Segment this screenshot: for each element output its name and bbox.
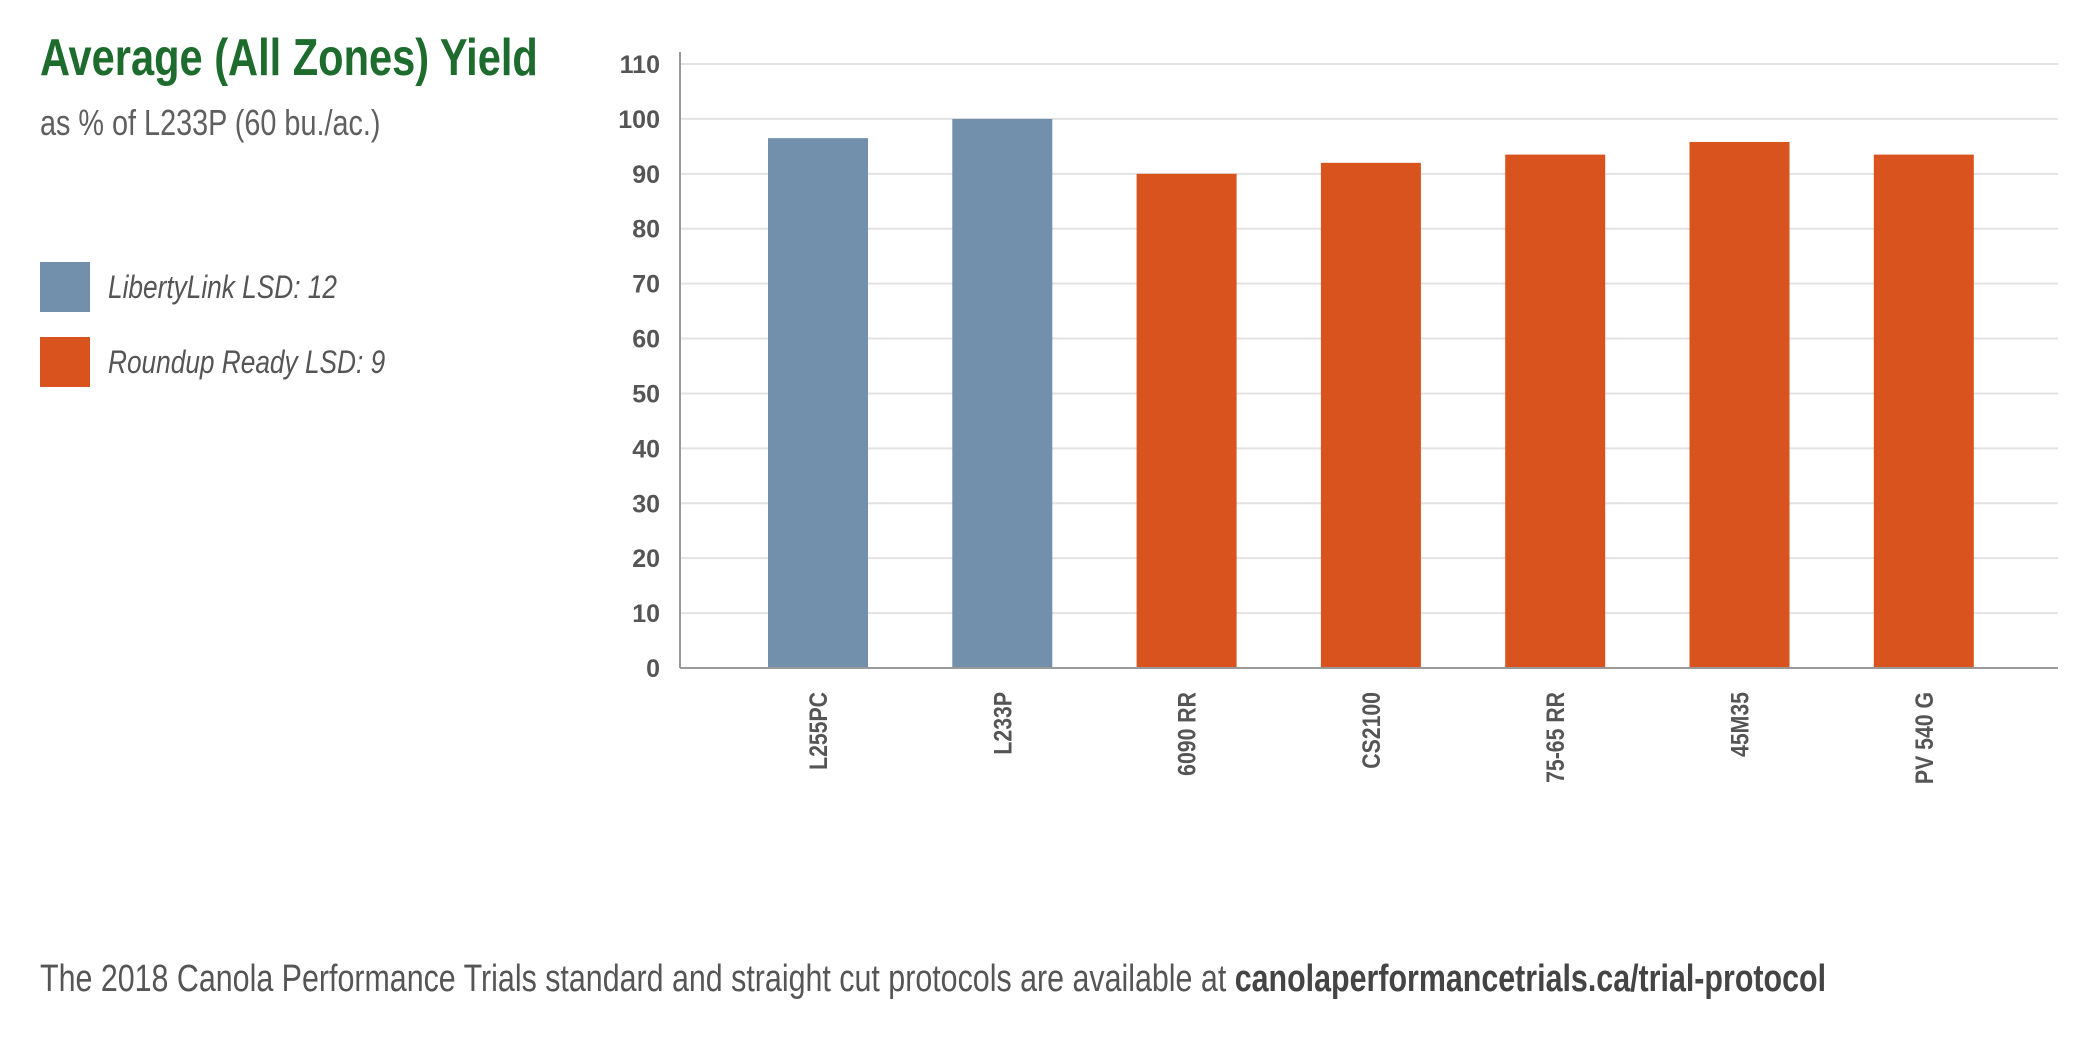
legend-swatch-libertylink — [40, 262, 90, 312]
y-tick-label: 20 — [632, 545, 660, 573]
bars — [768, 118, 1974, 669]
x-tick-label: 75-65 RR — [1542, 692, 1570, 783]
bar-6090-rr — [1136, 173, 1237, 668]
x-tick-label: CS2100 — [1357, 692, 1385, 769]
bar-75-65-rr — [1505, 154, 1606, 669]
y-tick-label: 90 — [632, 161, 660, 189]
bar-45m35 — [1689, 141, 1790, 669]
bar-l255pc — [768, 138, 868, 669]
y-tick-label: 80 — [632, 216, 660, 244]
y-tick-label: 60 — [632, 326, 660, 354]
y-tick-label: 30 — [632, 490, 660, 518]
legend-item-roundup-ready: Roundup Ready LSD: 9 — [40, 337, 446, 387]
legend: LibertyLink LSD: 12 Roundup Ready LSD: 9 — [40, 262, 446, 412]
y-axis-ticks: 0 10 20 30 40 50 60 70 80 90 100 110 — [618, 51, 660, 683]
legend-item-libertylink: LibertyLink LSD: 12 — [40, 262, 446, 312]
x-tick-label: 45M35 — [1726, 692, 1754, 757]
bar-l233p — [952, 118, 1053, 669]
y-tick-label: 70 — [632, 271, 660, 299]
chart-title: Average (All Zones) Yield — [40, 29, 538, 87]
y-tick-label: 0 — [646, 655, 660, 683]
chart-subtitle: as % of L233P (60 bu./ac.) — [40, 102, 381, 143]
y-tick-label: 10 — [632, 600, 660, 628]
bar-chart: 0 10 20 30 40 50 60 70 80 90 100 110 L255PC L233P 609… — [618, 51, 2058, 784]
legend-label-roundup-ready: Roundup Ready LSD: 9 — [108, 343, 386, 380]
x-tick-label: L233P — [989, 692, 1017, 755]
y-tick-label: 40 — [632, 435, 660, 463]
footer-link[interactable]: canolaperformancetrials.ca/trial-protoco… — [1234, 958, 1827, 1000]
legend-label-libertylink: LibertyLink LSD: 12 — [108, 268, 337, 305]
x-tick-label: PV 540 G — [1910, 692, 1938, 784]
y-tick-label: 100 — [618, 106, 660, 134]
bar-pv-540-g — [1873, 154, 1974, 669]
footer-text: The 2018 Canola Performance Trials stand… — [40, 958, 1235, 1000]
x-tick-label: L255PC — [804, 692, 832, 770]
y-tick-label: 50 — [632, 380, 660, 408]
x-tick-label: 6090 RR — [1173, 692, 1201, 776]
bar-cs2100 — [1320, 162, 1421, 668]
x-axis-ticks: L255PC L233P 6090 RR CS2100 75-65 RR 45M35 PV … — [804, 692, 1938, 784]
y-tick-label: 110 — [620, 51, 660, 79]
footer-note: The 2018 Canola Performance Trials stand… — [40, 958, 1826, 1001]
legend-swatch-roundup-ready — [40, 337, 90, 387]
